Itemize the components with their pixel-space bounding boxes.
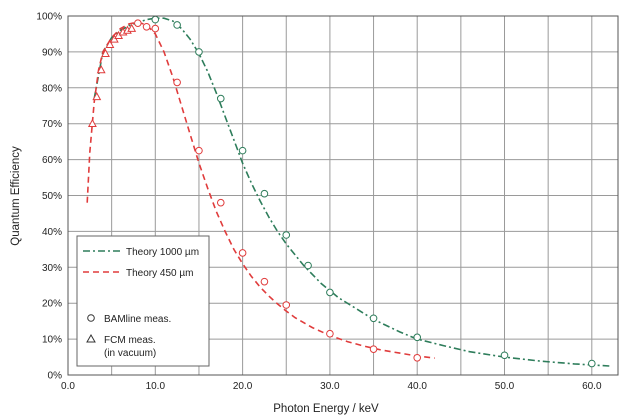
series-line-0 [93, 17, 610, 367]
x-tick-label: 10.0 [146, 381, 166, 392]
data-point-circle [142, 22, 151, 31]
y-tick-label: 50% [42, 191, 62, 202]
data-point-triangle [87, 118, 97, 127]
data-point-circle [195, 48, 203, 56]
data-point-circle [195, 146, 203, 155]
data-point-circle [173, 21, 181, 29]
y-tick-label: 40% [42, 227, 62, 238]
data-point-circle [260, 277, 269, 286]
data-point-circle [151, 24, 160, 33]
data-point-circle [173, 78, 181, 87]
x-tick-label: 60.0 [582, 381, 602, 392]
data-point-triangle [92, 91, 102, 101]
data-point-triangle [96, 65, 106, 74]
data-point-circle [588, 359, 596, 368]
data-point-circle [134, 19, 142, 27]
x-tick-labels: 0.0 10.0 20.0 30.0 40.0 50.0 60.0 [61, 381, 602, 392]
y-tick-label: 60% [42, 155, 62, 166]
data-point-circle [216, 198, 225, 207]
legend-symbol-bamline [87, 314, 95, 322]
legend-label-theory-450: Theory 450 µm [126, 268, 193, 279]
data-point-circle [238, 146, 247, 155]
y-tick-label: 100% [36, 12, 62, 23]
data-point-circle [326, 288, 334, 297]
plot-frame [67, 15, 619, 376]
data-point-circle [500, 351, 509, 360]
x-axis-title: Photon Energy / keV [273, 403, 379, 415]
y-tick-label: 70% [42, 119, 62, 130]
y-tick-label: 20% [42, 299, 62, 310]
data-point-circle [216, 94, 225, 103]
data-point-circle [260, 189, 269, 198]
legend-label-fcm-vacuum: (in vacuum) [104, 348, 156, 359]
data-point-circle [326, 329, 334, 338]
data-point-triangle [105, 39, 115, 48]
plot-series [86, 15, 610, 368]
y-tick-label: 0% [48, 371, 63, 382]
legend: Theory 1000 µm Theory 450 µm BAMline mea… [76, 235, 210, 367]
data-point-circle [413, 353, 422, 362]
data-point-circle [282, 301, 291, 309]
y-tick-label: 30% [42, 263, 62, 274]
x-tick-label: 40.0 [407, 381, 427, 392]
data-point-circle [151, 15, 160, 24]
y-tick-labels: 0% 10% 20% 30% 40% 50% 60% 70% 80% 90% 100% [36, 12, 62, 382]
data-point-triangle [127, 23, 137, 32]
legend-label-bamline: BAMline meas. [104, 314, 171, 325]
data-point-circle [304, 261, 312, 270]
y-tick-label: 10% [42, 335, 62, 346]
data-point-circle [369, 314, 378, 323]
legend-box [76, 235, 210, 367]
x-tick-label: 20.0 [233, 381, 253, 392]
data-point-circle [369, 345, 378, 353]
y-tick-label: 90% [42, 47, 62, 58]
data-point-triangle [101, 48, 110, 57]
y-tick-label: 80% [42, 83, 62, 94]
data-point-circle [238, 249, 247, 257]
legend-symbol-fcm [86, 333, 96, 343]
x-tick-label: 30.0 [320, 381, 340, 392]
data-point-circle [413, 333, 422, 342]
x-tick-label: 50.0 [495, 381, 515, 392]
y-axis-title: Quantum Efficiency [10, 146, 22, 246]
legend-label-fcm: FCM meas. [104, 335, 156, 346]
x-tick-label: 0.0 [61, 381, 75, 392]
legend-label-theory-1000: Theory 1000 µm [126, 247, 199, 258]
data-point-circle [282, 231, 291, 239]
